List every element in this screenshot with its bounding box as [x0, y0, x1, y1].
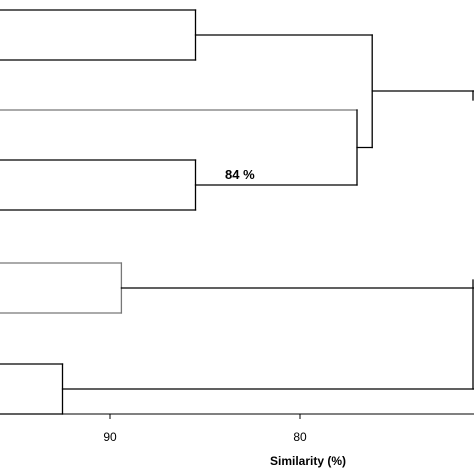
x-tick-label-90: 90: [103, 430, 117, 444]
x-axis: 90 80 Similarity (%): [0, 413, 474, 468]
x-axis-title: Similarity (%): [270, 454, 346, 468]
x-tick-label-80: 80: [293, 430, 307, 444]
node-similarity-label: 84 %: [225, 167, 255, 182]
dendrogram-branches: [0, 9, 474, 415]
